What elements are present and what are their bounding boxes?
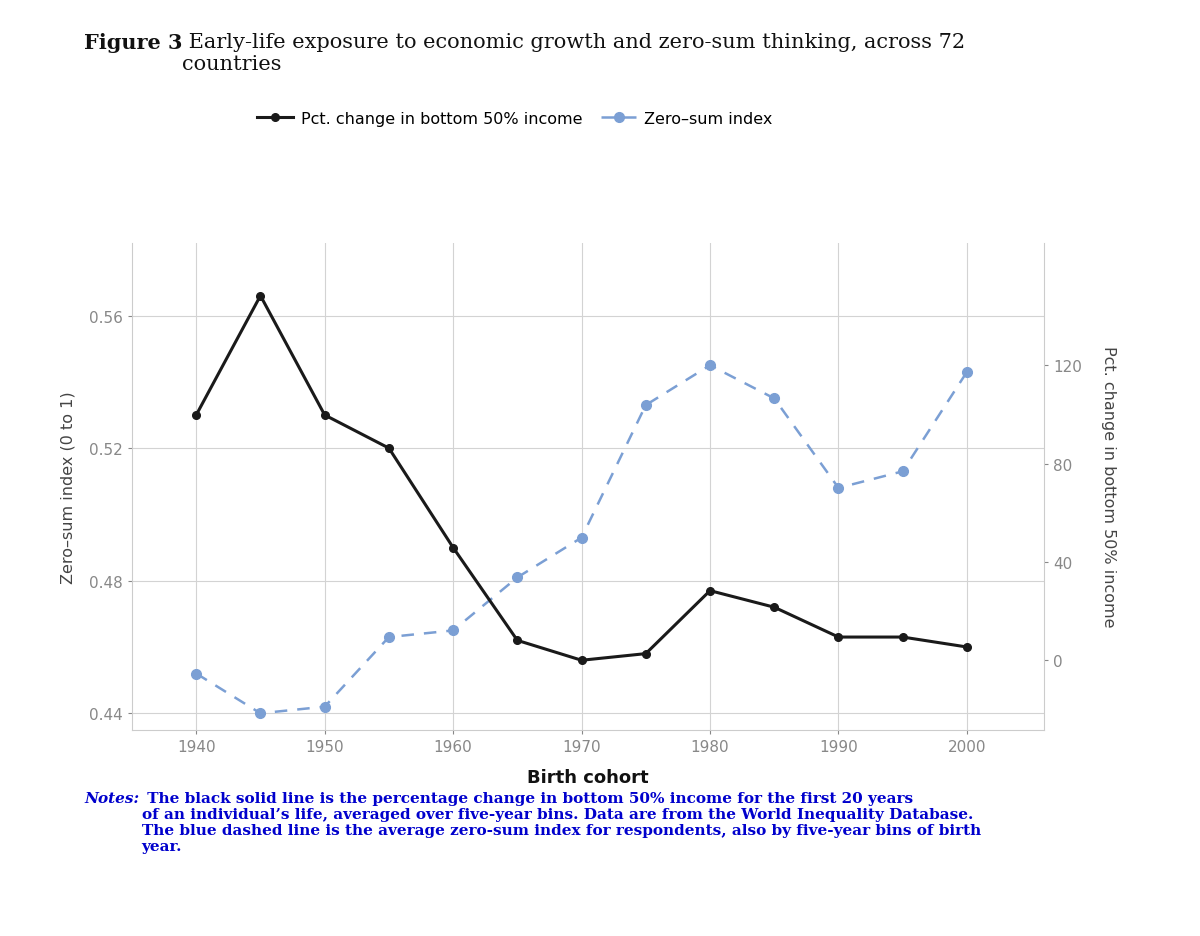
X-axis label: Birth cohort: Birth cohort (527, 768, 649, 786)
Text: The black solid line is the percentage change in bottom 50% income for the first: The black solid line is the percentage c… (142, 791, 980, 854)
Text: Early-life exposure to economic growth and zero-sum thinking, across 72
countrie: Early-life exposure to economic growth a… (182, 33, 966, 74)
Legend: Pct. change in bottom 50% income, Zero–sum index: Pct. change in bottom 50% income, Zero–s… (251, 106, 779, 133)
Text: Figure 3: Figure 3 (84, 33, 182, 52)
Y-axis label: Zero–sum index (0 to 1): Zero–sum index (0 to 1) (60, 390, 76, 583)
Y-axis label: Pct. change in bottom 50% income: Pct. change in bottom 50% income (1102, 346, 1116, 627)
Text: Notes:: Notes: (84, 791, 139, 805)
